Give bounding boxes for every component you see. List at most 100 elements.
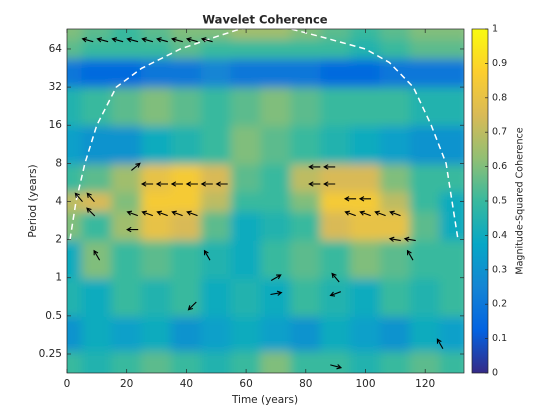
heatmap-cell	[260, 277, 292, 317]
heatmap-cell	[409, 163, 441, 193]
phase-arrow	[156, 210, 168, 217]
heatmap-cell	[320, 350, 352, 373]
heatmap-cell	[111, 125, 143, 165]
y-tick-label: 32	[49, 81, 62, 93]
x-tick-label: 60	[239, 378, 252, 390]
heatmap-cell	[81, 277, 113, 317]
heatmap-cell	[379, 29, 411, 41]
heatmap-cell	[379, 39, 411, 60]
phase-arrow	[170, 181, 183, 187]
phase-arrow	[171, 210, 183, 217]
heatmap-cell	[290, 315, 322, 352]
heatmap-cell	[260, 163, 292, 193]
phase-arrow	[374, 210, 386, 217]
phase-arrow	[308, 164, 321, 170]
heatmap-cell	[379, 163, 411, 193]
heatmap-cell	[409, 125, 441, 165]
heatmap-cell	[170, 125, 202, 165]
heatmap-cell	[141, 239, 172, 279]
heatmap-cell	[320, 58, 352, 88]
heatmap-cell	[200, 191, 232, 212]
heatmap-cell	[81, 315, 113, 352]
heatmap-cell	[350, 191, 381, 212]
heatmap-cell	[320, 315, 352, 352]
phase-arrow	[141, 37, 154, 43]
heatmap-cell	[111, 58, 143, 88]
phase-arrow	[358, 196, 371, 202]
heatmap-cell	[379, 277, 411, 317]
heatmap-cell	[290, 163, 322, 193]
plot-frame	[66, 28, 465, 374]
phase-arrow	[126, 210, 138, 217]
colorbar-tick-label: 0	[492, 368, 498, 379]
colorbar-tick-label: 0.5	[492, 196, 507, 207]
heatmap-cell	[320, 39, 352, 60]
heatmap-cell	[81, 350, 113, 373]
x-tick-label: 40	[180, 378, 193, 390]
heatmap-cell	[350, 350, 381, 373]
phase-arrow	[131, 162, 141, 171]
heatmap-cell	[320, 191, 352, 212]
heatmap-cell	[350, 277, 381, 317]
heatmap-cell	[230, 350, 262, 373]
heatmap-cell	[67, 315, 83, 352]
heatmap-cell	[290, 191, 322, 212]
heatmap-cell	[141, 58, 172, 88]
plot-area	[67, 29, 464, 373]
heatmap-cell	[67, 277, 83, 317]
heatmap-cell	[200, 163, 232, 193]
heatmap-cell	[200, 125, 232, 165]
heatmap-cell	[170, 191, 202, 212]
colorbar-tick-label: 0.8	[492, 92, 507, 103]
phase-arrow	[186, 37, 198, 43]
heatmap-cell	[439, 125, 464, 165]
phase-arrow	[185, 181, 198, 187]
phase-arrow	[389, 210, 401, 217]
phase-arrow	[111, 37, 124, 43]
heatmap-cell	[141, 39, 172, 60]
heatmap-cell	[290, 86, 322, 127]
x-axis-label: Time (years)	[231, 394, 298, 406]
heatmap-cell	[350, 315, 381, 352]
heatmap-cell	[439, 191, 464, 212]
heatmap-cell	[230, 58, 262, 88]
heatmap-cell	[290, 39, 322, 60]
heatmap-cell	[439, 239, 464, 279]
phase-arrow	[96, 37, 109, 43]
heatmap-cell	[350, 239, 381, 279]
phase-arrow	[200, 181, 213, 187]
heatmap-cell	[200, 86, 232, 127]
phase-arrow	[126, 37, 139, 43]
heatmap-cell	[320, 86, 352, 127]
heatmap-cell	[200, 58, 232, 88]
heatmap-cell	[350, 86, 381, 127]
phase-arrow	[86, 207, 96, 217]
heatmap-cell	[67, 163, 83, 193]
heatmap-cell	[67, 58, 83, 88]
heatmap-cell	[170, 315, 202, 352]
heatmap-cell	[409, 210, 441, 241]
heatmap-cell	[111, 191, 143, 212]
x-tick-label: 80	[299, 378, 312, 390]
heatmap-cell	[141, 125, 172, 165]
heatmap-cell	[67, 29, 83, 41]
heatmap-cell	[230, 125, 262, 165]
heatmap-cell	[230, 163, 262, 193]
heatmap-cell	[320, 163, 352, 193]
phase-arrow	[187, 301, 197, 311]
heatmap-cell	[81, 29, 113, 41]
heatmap-cell	[111, 239, 143, 279]
chart-title: Wavelet Coherence	[202, 13, 327, 27]
heatmap-cell	[409, 350, 441, 373]
heatmap-cell	[439, 29, 464, 41]
heatmap-cell	[230, 191, 262, 212]
heatmap-cell	[439, 350, 464, 373]
x-tick-label: 0	[64, 378, 71, 390]
phase-arrow	[388, 236, 401, 242]
heatmap-cell	[320, 239, 352, 279]
phase-arrow	[141, 210, 153, 217]
heatmap-cell	[170, 350, 202, 373]
heatmap-cell	[260, 125, 292, 165]
heatmap-cell	[81, 191, 113, 212]
